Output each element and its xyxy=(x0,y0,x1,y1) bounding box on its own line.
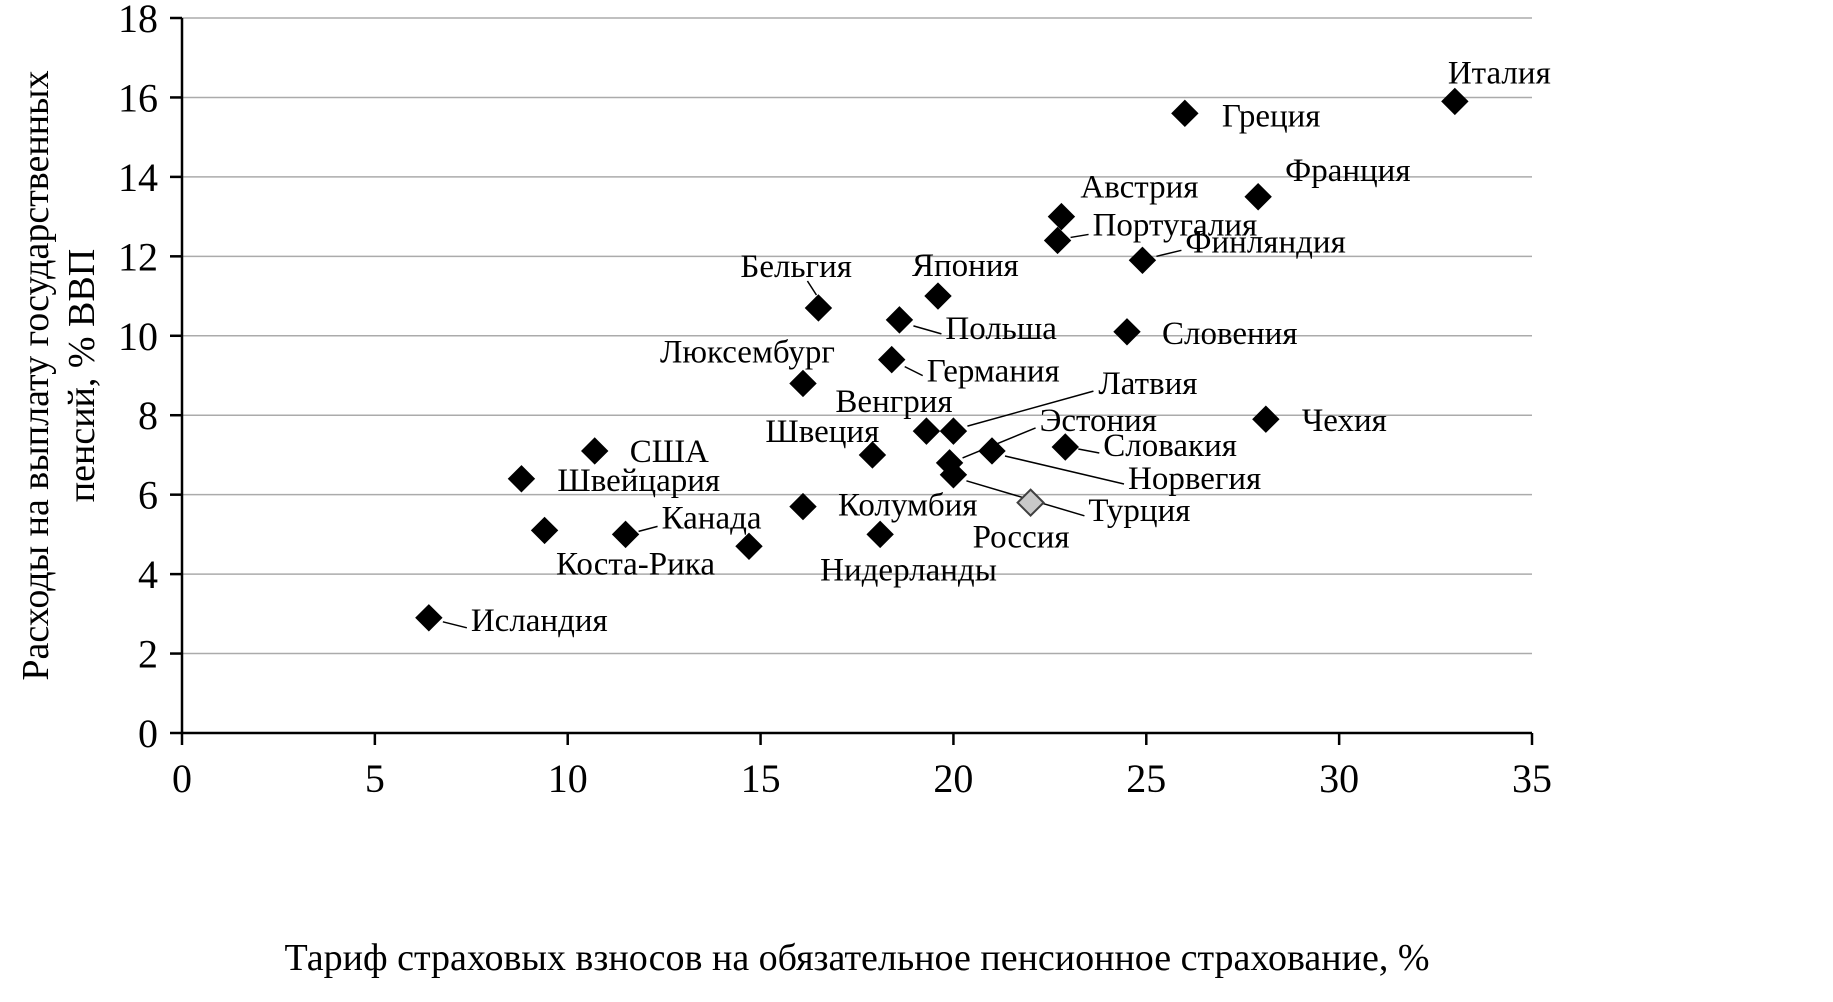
x-tick-label: 0 xyxy=(172,756,192,801)
point-label: Исландия xyxy=(471,603,608,639)
point-label: США xyxy=(630,434,709,470)
leader-line xyxy=(962,427,1036,459)
y-tick-label: 10 xyxy=(118,314,158,359)
point-label: Норвегия xyxy=(1128,461,1261,497)
x-tick-label: 10 xyxy=(548,756,588,801)
leader-line xyxy=(1070,233,1089,239)
x-tick-label: 15 xyxy=(741,756,781,801)
data-point xyxy=(735,532,763,561)
leader-line xyxy=(1156,249,1182,258)
data-point xyxy=(1171,99,1199,128)
y-tick-label: 4 xyxy=(138,552,158,597)
point-label: Бельгия xyxy=(740,249,852,285)
data-point xyxy=(1128,246,1157,275)
x-tick-label: 20 xyxy=(933,756,973,801)
data-point xyxy=(912,417,941,445)
point-label: Австрия xyxy=(1080,170,1198,206)
point-label: Канада xyxy=(662,500,762,536)
y-tick-label: 14 xyxy=(118,155,158,200)
x-axis-title: Тариф страховых взносов на обязательное … xyxy=(285,937,1430,979)
data-point xyxy=(415,604,443,632)
y-tick-label: 18 xyxy=(118,0,158,41)
point-label: Швейцария xyxy=(557,463,720,499)
data-point xyxy=(866,520,894,549)
point-label: Греция xyxy=(1222,98,1321,134)
data-point xyxy=(1252,405,1280,433)
point-label: Швеция xyxy=(765,414,879,450)
data-point xyxy=(789,492,817,521)
leader-line xyxy=(1004,455,1125,485)
point-label: Германия xyxy=(927,354,1060,390)
point-label: Латвия xyxy=(1098,366,1197,402)
data-point xyxy=(878,345,906,374)
data-point xyxy=(939,417,968,445)
data-point xyxy=(1244,183,1272,211)
data-point xyxy=(885,306,914,334)
point-label: Португалия xyxy=(1093,207,1258,243)
point-label: Турция xyxy=(1088,493,1190,529)
data-point xyxy=(611,520,640,549)
data-point xyxy=(530,516,559,545)
y-tick-label: 16 xyxy=(118,75,158,120)
data-point xyxy=(858,441,887,469)
data-point xyxy=(789,369,817,398)
point-label: Словакия xyxy=(1103,428,1237,464)
y-tick-label: 6 xyxy=(138,473,158,518)
leader-line xyxy=(806,280,818,296)
data-point xyxy=(939,461,968,489)
x-tick-label: 5 xyxy=(365,756,385,801)
point-label: Финляндия xyxy=(1185,224,1345,260)
point-label: Россия xyxy=(973,520,1070,556)
data-point xyxy=(581,437,609,465)
point-label: Коста-Рика xyxy=(556,546,715,582)
data-point xyxy=(804,294,833,322)
data-point xyxy=(924,282,952,310)
data-point xyxy=(507,465,536,493)
x-tick-label: 30 xyxy=(1319,756,1359,801)
leader-line xyxy=(913,325,942,335)
x-tick-label: 35 xyxy=(1512,756,1552,801)
leader-line xyxy=(1078,448,1100,454)
point-label: Япония xyxy=(912,248,1019,284)
point-label: Люксембург xyxy=(660,334,835,370)
y-axis-title-line1: Расходы на выплату государственных xyxy=(15,70,57,680)
data-point xyxy=(1043,226,1072,255)
data-point xyxy=(1047,202,1076,231)
y-tick-label: 0 xyxy=(138,711,158,756)
y-axis-title-line2: пенсий, % ВВП xyxy=(61,249,103,502)
leader-line xyxy=(967,390,1094,427)
data-point-highlight xyxy=(1016,488,1045,518)
point-label: Нидерланды xyxy=(820,552,997,588)
leader-line xyxy=(442,621,468,629)
data-point xyxy=(1441,87,1469,116)
point-label: Франция xyxy=(1285,153,1410,189)
leader-line xyxy=(904,365,924,377)
point-label: Чехия xyxy=(1302,403,1387,439)
data-point xyxy=(1051,433,1079,461)
point-label: Венгрия xyxy=(835,384,952,420)
leader-line xyxy=(638,525,658,533)
y-tick-label: 8 xyxy=(138,393,158,438)
point-label: Польша xyxy=(945,311,1057,347)
point-label: Словения xyxy=(1162,316,1298,352)
point-label: Италия xyxy=(1448,55,1551,91)
point-label: Эстония xyxy=(1040,403,1157,439)
y-tick-label: 12 xyxy=(118,234,158,279)
data-point xyxy=(1113,318,1141,346)
point-label: Колумбия xyxy=(838,488,977,524)
y-tick-label: 2 xyxy=(138,632,158,677)
data-point xyxy=(978,437,1006,465)
x-tick-label: 25 xyxy=(1126,756,1166,801)
